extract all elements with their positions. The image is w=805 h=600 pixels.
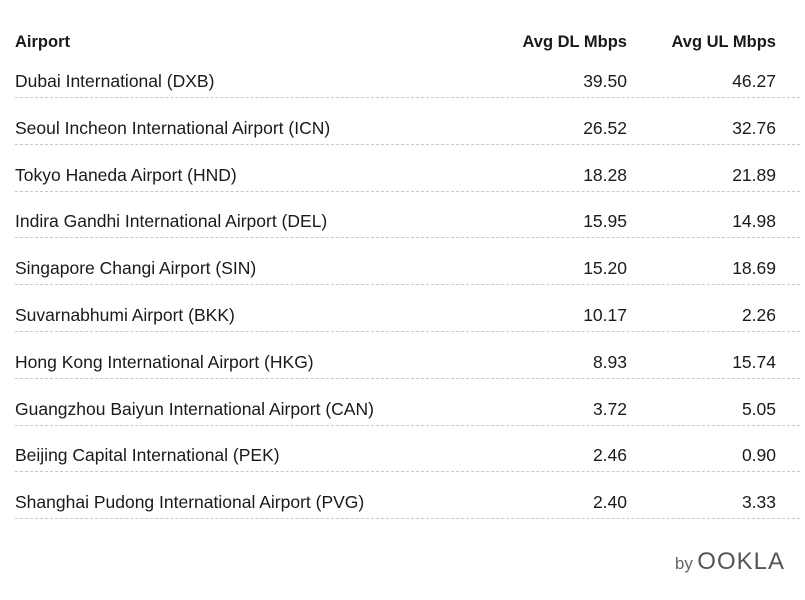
cell-number: 5.05 [741, 398, 776, 419]
cell-airport: Shanghai Pudong International Airport (P… [15, 492, 365, 513]
cell-number: 32.76 [732, 117, 776, 138]
cell-number: 0.90 [741, 445, 776, 466]
row-divider [15, 190, 800, 192]
cell-number: 2.26 [741, 305, 776, 325]
cell-number: 2.40 [592, 492, 627, 513]
cell-number: 39.50 [583, 71, 627, 91]
row-divider [15, 518, 800, 520]
cell-airport: Tokyo Haneda Airport (HND) [15, 164, 237, 185]
cell-airport: Seoul Incheon International Airport (ICN… [15, 117, 331, 138]
cell-number: 15.20 [583, 258, 627, 279]
row-divider [15, 471, 800, 473]
cell-airport: Hong Kong International Airport (HKG) [15, 351, 314, 372]
cell-number: 2.46 [592, 445, 627, 466]
footer: by OOKLA [675, 548, 785, 576]
footer-by: by [674, 554, 693, 573]
cell-number: 18.69 [732, 258, 776, 279]
cell-number: 3.33 [741, 492, 776, 513]
cell-number: 15.95 [583, 211, 627, 232]
column-header: Avg DL Mbps [522, 33, 627, 51]
cell-airport: Dubai International (DXB) [15, 71, 215, 91]
column-header: Avg UL Mbps [671, 33, 776, 51]
cell-number: 18.28 [583, 164, 627, 185]
column-header: Airport [15, 33, 70, 51]
cell-number: 46.27 [732, 71, 776, 91]
cell-airport: Singapore Changi Airport (SIN) [15, 258, 257, 279]
cell-airport: Beijing Capital International (PEK) [15, 445, 280, 466]
row-divider [15, 331, 800, 332]
cell-number: 3.72 [592, 398, 627, 419]
cell-number: 10.17 [583, 305, 627, 325]
row-divider [15, 97, 800, 98]
row-divider [15, 143, 800, 145]
brand-logo: OOKLA [697, 548, 785, 575]
cell-number: 14.98 [732, 211, 776, 232]
cell-number: 26.52 [583, 117, 627, 138]
cell-airport: Guangzhou Baiyun International Airport (… [15, 398, 374, 419]
cell-number: 8.93 [592, 351, 627, 372]
row-divider [15, 284, 800, 286]
row-divider [15, 424, 800, 426]
cell-airport: Suvarnabhumi Airport (BKK) [15, 305, 235, 325]
cell-number: 15.74 [732, 351, 776, 372]
row-divider [15, 377, 800, 379]
row-divider [15, 237, 800, 239]
cell-airport: Indira Gandhi International Airport (DEL… [15, 211, 328, 232]
cell-number: 21.89 [732, 164, 776, 185]
